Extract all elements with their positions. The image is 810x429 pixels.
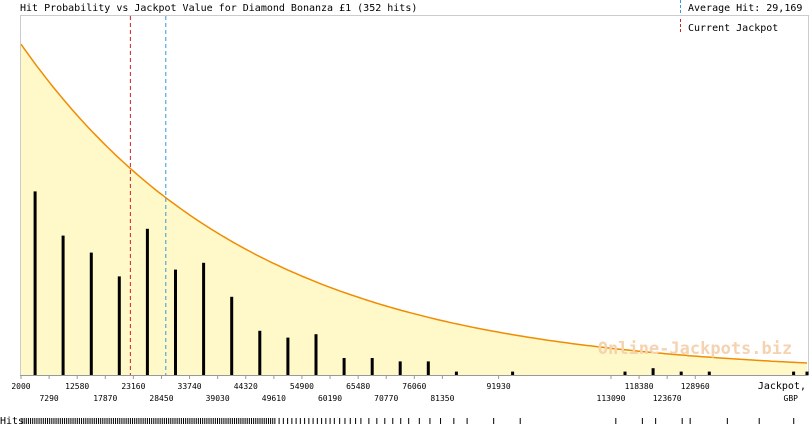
bar-13 [398,361,402,375]
x-tick-label-lower-5: 60190 [318,394,342,403]
x-tick-label-upper-9: 118380 [625,382,654,391]
bar-14 [426,361,430,375]
x-tick-label-lower-3: 39030 [206,394,230,403]
x-tick-label-lower-1: 17870 [93,394,117,403]
ticks-layer: 2000 12580 23160 33740 44320 54900 65480 76060 9… [11,375,710,403]
legend-current-label: Current Jackpot [688,23,778,34]
x-tick-label-upper-7: 76060 [402,382,426,391]
bars-layer [33,191,809,375]
x-tick-label-upper-10: 128960 [681,382,710,391]
x-tick-label-upper-0: 2000 [11,382,30,391]
bar-0 [33,191,37,375]
bar-6 [202,262,206,375]
x-tick-label-upper-2: 23160 [121,382,145,391]
chart-title: Hit Probability vs Jackpot Value for Dia… [20,3,417,14]
bar-10 [314,334,318,375]
bar-5 [174,269,177,375]
bar-19 [679,371,683,375]
legend-average-label: Average Hit: 29,169 [688,3,802,14]
bar-15 [454,371,458,375]
watermark: Online-Jackpots.biz [598,339,792,359]
bar-16 [511,371,515,375]
x-tick-label-lower-6: 70770 [374,394,398,403]
bar-21 [792,371,796,375]
bar-2 [89,252,93,375]
bar-8 [258,330,262,375]
x-tick-label-lower-0: 7290 [39,394,58,403]
x-tick-label-upper-8: 91930 [487,382,511,391]
x-tick-label-lower-7: 81350 [430,394,454,403]
bar-20 [707,371,711,375]
x-tick-label-upper-3: 33740 [178,382,202,391]
x-tick-label-lower-4: 49610 [262,394,286,403]
curve-area [21,44,807,375]
bar-3 [117,276,121,375]
x-axis-label-line1: Jackpot, [758,381,806,392]
bar-18 [651,368,655,375]
x-tick-label-lower-9: 123670 [653,394,682,403]
curve-line [20,43,808,364]
x-tick-label-upper-5: 54900 [290,382,314,391]
x-tick-label-upper-6: 65480 [346,382,370,391]
bar-12 [370,358,374,375]
bar-7 [230,296,234,375]
x-tick-label-lower-2: 28450 [149,394,173,403]
rug-label: Hits [0,416,24,425]
x-tick-label-upper-1: 12580 [65,382,89,391]
bar-9 [286,337,290,375]
bar-1 [61,235,65,375]
bar-11 [342,358,346,375]
bar-22 [805,371,809,375]
x-tick-label-lower-8: 113090 [597,394,626,403]
bar-4 [145,228,149,375]
x-axis-label-line2: GBP [784,394,799,403]
hits-rug [21,418,795,424]
x-tick-label-upper-4: 44320 [234,382,258,391]
bar-17 [623,371,627,375]
